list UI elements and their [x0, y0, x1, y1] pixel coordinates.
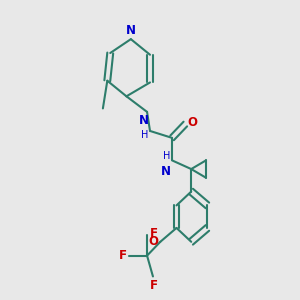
Text: H: H [141, 130, 148, 140]
Text: F: F [149, 279, 158, 292]
Text: H: H [163, 151, 171, 161]
Text: O: O [149, 235, 159, 248]
Text: O: O [188, 116, 198, 130]
Text: F: F [119, 249, 127, 262]
Text: N: N [126, 24, 136, 38]
Text: F: F [149, 227, 158, 240]
Text: N: N [160, 164, 171, 178]
Text: N: N [139, 114, 148, 127]
